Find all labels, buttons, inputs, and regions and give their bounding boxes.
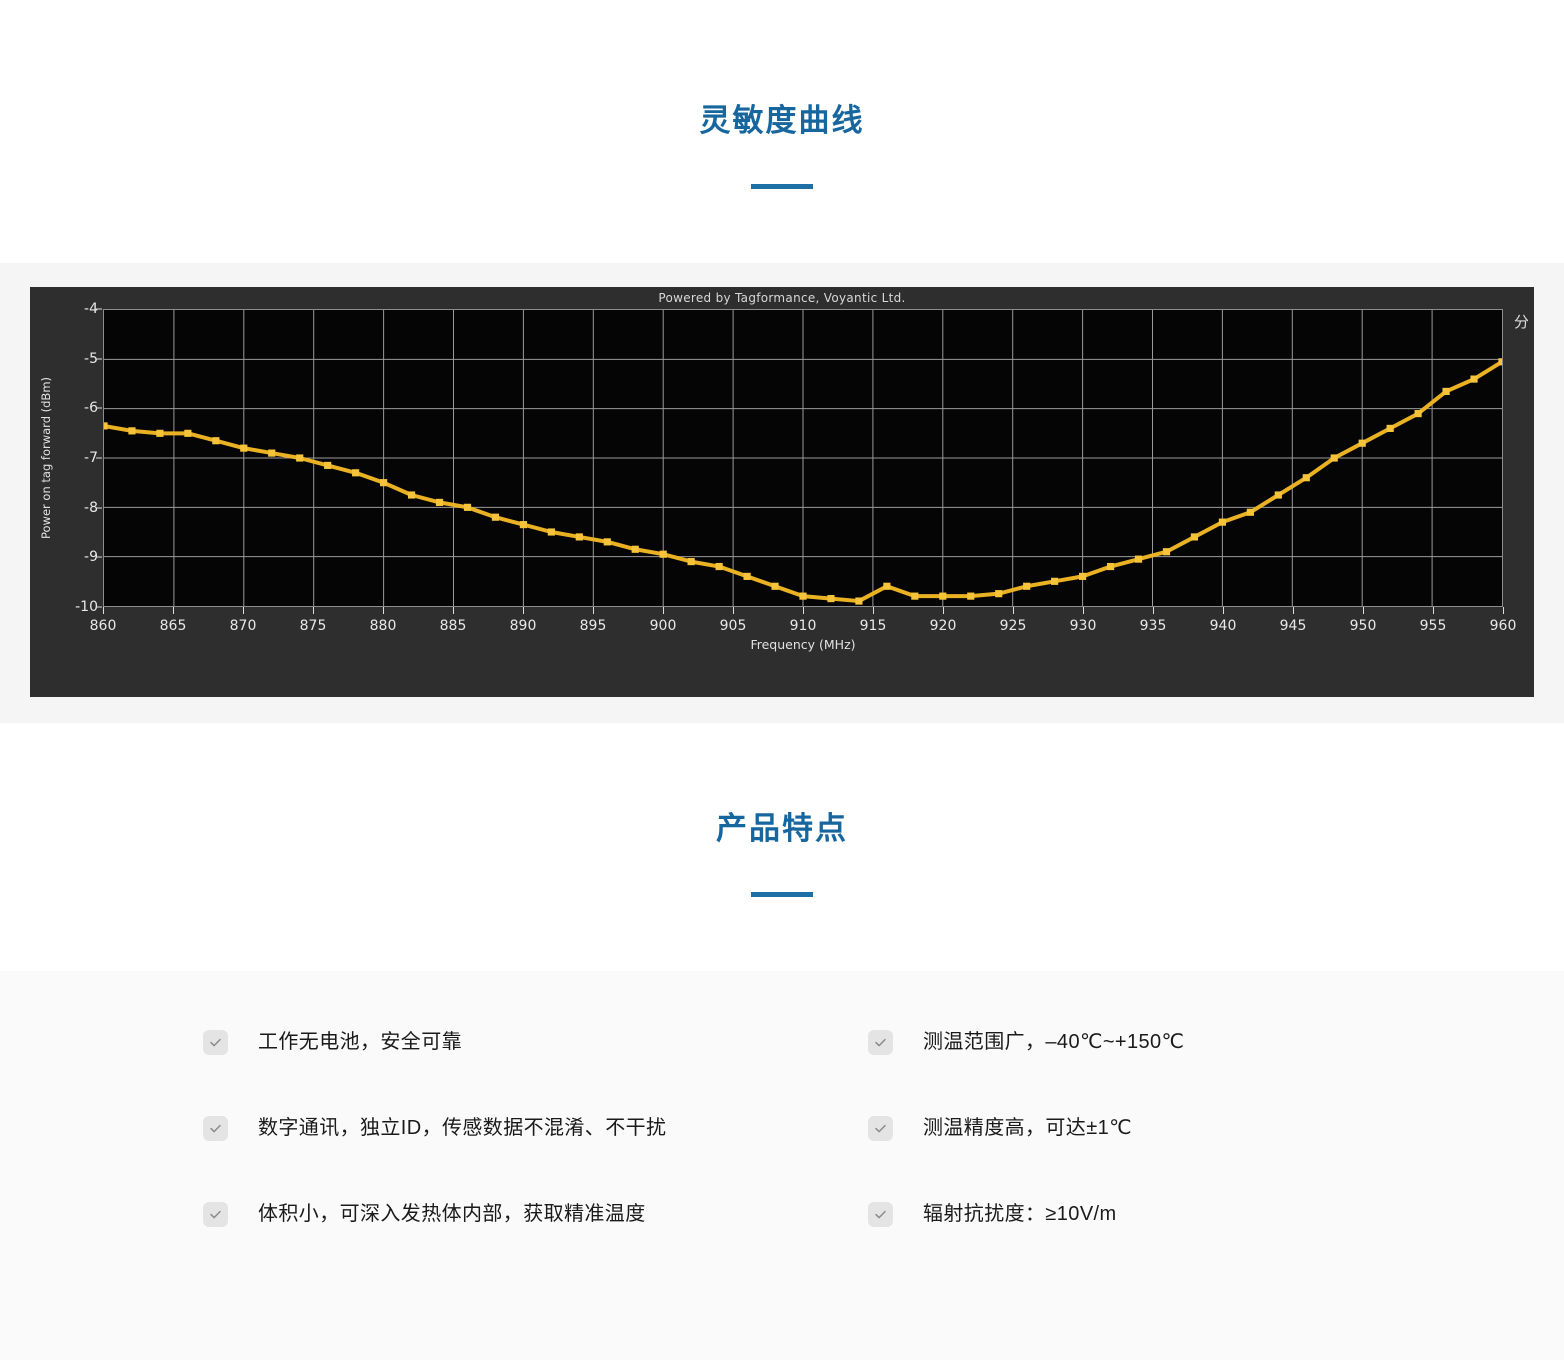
chart-x-tick-mark	[1433, 607, 1434, 614]
feature-item-label: 测温精度高，可达±1℃	[923, 1117, 1132, 1139]
feature-item-label: 数字通讯，独立ID，传感数据不混淆、不干扰	[258, 1117, 667, 1139]
check-icon	[203, 1201, 228, 1227]
chart-x-tick-mark	[453, 607, 454, 614]
chart-x-tick-mark	[663, 607, 664, 614]
chart-y-tick-mark	[96, 556, 102, 558]
features-underline-rule	[751, 892, 813, 897]
chart-y-tick-mark	[96, 606, 102, 608]
sensitivity-title: 灵敏度曲线	[699, 103, 865, 138]
chart-y-tick-label: -9	[84, 549, 98, 566]
chart-x-tick-mark	[1083, 607, 1084, 614]
chart-x-tick-label: 955	[1419, 618, 1447, 634]
chart-x-tick-mark	[313, 607, 314, 614]
chart-x-tick-mark	[733, 607, 734, 614]
chart-series-svg	[104, 310, 1502, 606]
chart-x-tick-mark	[523, 607, 524, 614]
feature-item-label: 体积小，可深入发热体内部，获取精准温度	[258, 1203, 646, 1225]
chart-y-tick-mark	[96, 407, 102, 409]
check-icon	[868, 1115, 893, 1141]
chart-y-tick-mark	[96, 308, 102, 310]
chart-y-tick-label: -5	[84, 350, 98, 367]
chart-x-tick-mark	[803, 607, 804, 614]
sensitivity-chart-band: Powered by Tagformance, Voyantic Ltd. Po…	[0, 263, 1564, 723]
chart-y-tick-mark	[96, 358, 102, 360]
check-icon	[868, 1029, 893, 1055]
feature-item: 测温精度高，可达±1℃	[782, 1115, 1497, 1141]
chart-x-tick-label: 880	[369, 618, 397, 634]
chart-x-tick-label: 885	[439, 618, 467, 634]
chart-x-tick-mark	[1293, 607, 1294, 614]
chart-x-tick-label: 900	[649, 618, 677, 634]
chart-x-tick-mark	[1223, 607, 1224, 614]
chart-x-tick-label: 940	[1209, 618, 1237, 634]
chart-x-tick-label: 860	[89, 618, 117, 634]
chart-x-tick-label: 945	[1279, 618, 1307, 634]
feature-item-label: 工作无电池，安全可靠	[258, 1031, 462, 1053]
chart-plot-area	[103, 309, 1503, 607]
check-icon	[203, 1029, 228, 1055]
chart-x-tick-mark	[103, 607, 104, 614]
chart-x-axis-ticks: 860 865 870 875 880 885 890 895 900 905 910 915 920 9…	[90, 607, 1516, 641]
feature-item: 数字通讯，独立ID，传感数据不混淆、不干扰	[67, 1115, 782, 1141]
chart-x-tick-mark	[383, 607, 384, 614]
feature-item: 体积小，可深入发热体内部，获取精准温度	[67, 1201, 782, 1227]
chart-y-tick-mark	[96, 457, 102, 459]
chart-y-tick-label: -10	[75, 599, 98, 615]
chart-x-tick-mark	[873, 607, 874, 614]
chart-credit: Powered by Tagformance, Voyantic Ltd.	[658, 291, 906, 305]
title-underline-rule	[751, 184, 813, 189]
chart-y-tick-mark	[96, 507, 102, 509]
chart-x-tick-label: 925	[999, 618, 1027, 634]
chart-x-tick-label: 875	[299, 618, 327, 634]
chart-x-tick-label: 960	[1489, 618, 1517, 634]
sensitivity-chart: Powered by Tagformance, Voyantic Ltd. Po…	[30, 287, 1534, 697]
chart-x-tick-label: 910	[789, 618, 817, 634]
feature-item-label: 辐射抗扰度：≥10V/m	[923, 1203, 1117, 1225]
chart-x-tick-label: 915	[859, 618, 887, 634]
feature-item: 工作无电池，安全可靠	[67, 1029, 782, 1055]
chart-x-tick-mark	[243, 607, 244, 614]
chart-x-tick-label: 935	[1139, 618, 1167, 634]
check-icon	[868, 1201, 893, 1227]
chart-x-tick-mark	[1153, 607, 1154, 614]
chart-x-tick-label: 930	[1069, 618, 1097, 634]
feature-item: 测温范围广，–40℃~+150℃	[782, 1029, 1497, 1055]
chart-x-axis-label: Frequency (MHz)	[750, 637, 856, 652]
chart-y-tick-label: -8	[84, 499, 98, 516]
chart-x-tick-label: 950	[1349, 618, 1377, 634]
chart-x-tick-mark	[1363, 607, 1364, 614]
chart-x-tick-mark	[173, 607, 174, 614]
features-grid: 工作无电池，安全可靠 测温范围广，–40℃~+150℃ 数字通讯，独立ID，传感数据…	[67, 1029, 1497, 1227]
chart-x-tick-label: 895	[579, 618, 607, 634]
chart-y-tick-label: -6	[84, 400, 98, 417]
chart-y-axis-ticks: -4 -5 -6 -7 -8 -9 -10	[30, 301, 102, 615]
chart-corner-text: 分	[1514, 314, 1528, 331]
chart-x-tick-label: 920	[929, 618, 957, 634]
chart-x-tick-label: 865	[159, 618, 187, 634]
chart-y-tick-label: -7	[84, 450, 98, 466]
check-icon	[203, 1115, 228, 1141]
features-section-head: 产品特点	[0, 723, 1564, 897]
chart-x-tick-mark	[1013, 607, 1014, 614]
chart-x-tick-mark	[593, 607, 594, 614]
chart-x-tick-label: 890	[509, 618, 537, 634]
chart-inner: Powered by Tagformance, Voyantic Ltd. Po…	[30, 287, 1534, 697]
feature-item: 辐射抗扰度：≥10V/m	[782, 1201, 1497, 1227]
chart-x-tick-label: 905	[719, 618, 747, 634]
chart-x-tick-mark	[943, 607, 944, 614]
sensitivity-section-head: 灵敏度曲线	[0, 0, 1564, 189]
chart-x-tick-mark	[1503, 607, 1504, 614]
chart-y-tick-label: -4	[84, 301, 98, 317]
chart-x-tick-label: 870	[229, 618, 257, 634]
features-band: 工作无电池，安全可靠 测温范围广，–40℃~+150℃ 数字通讯，独立ID，传感数据…	[0, 971, 1564, 1360]
feature-item-label: 测温范围广，–40℃~+150℃	[923, 1031, 1185, 1053]
features-title: 产品特点	[716, 811, 848, 846]
